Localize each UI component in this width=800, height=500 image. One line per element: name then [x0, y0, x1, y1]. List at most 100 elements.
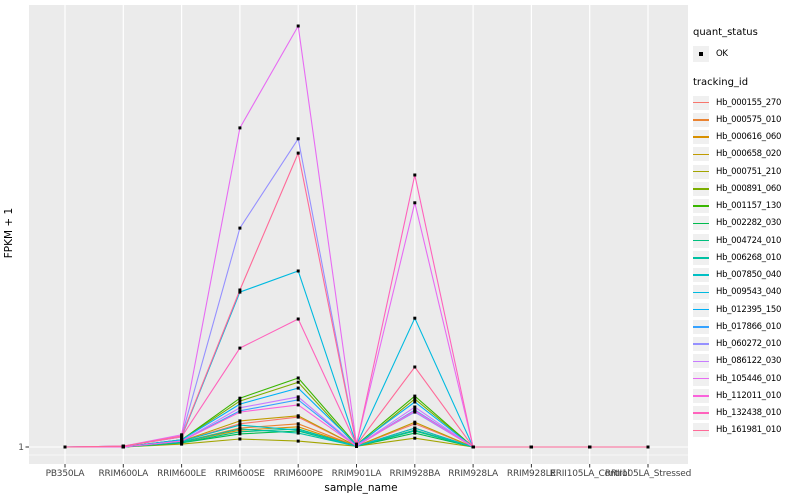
legend: quant_status OK tracking_id Hb_000155_27… [693, 27, 798, 439]
data-point [296, 269, 300, 273]
x-tick-label: RRIM600SE [215, 469, 265, 479]
x-tick-label: RRII105LA_Stressed [605, 469, 691, 479]
data-point [238, 226, 242, 230]
data-point [296, 403, 300, 407]
data-point [238, 290, 242, 294]
data-point [529, 445, 533, 449]
legend-item-Hb_012395_150: Hb_012395_150 [693, 301, 798, 318]
legend-item-label: Hb_004724_010 [716, 235, 782, 246]
legend-title-quant-status: quant_status [693, 27, 758, 38]
legend-item-Hb_161981_010: Hb_161981_010 [693, 422, 798, 439]
legend-item-label: Hb_000575_010 [716, 114, 782, 125]
data-point [413, 173, 417, 177]
x-tick-label: RRII105LA_Control [550, 469, 630, 479]
data-point [238, 430, 242, 434]
line-swatch [693, 95, 709, 110]
legend-item-label: Hb_000616_060 [716, 132, 782, 143]
y-axis-title: FPKM + 1 [3, 208, 15, 258]
legend-item-label: Hb_017866_010 [716, 321, 782, 332]
legend-item-Hb_112011_010: Hb_112011_010 [693, 387, 798, 404]
data-point [296, 380, 300, 384]
series-color-line-icon [693, 274, 709, 276]
line-swatch [693, 337, 709, 352]
data-point [296, 398, 300, 402]
legend-item-Hb_086122_030: Hb_086122_030 [693, 353, 798, 370]
legend-item-label: Hb_105446_010 [716, 373, 782, 384]
data-point [238, 419, 242, 423]
data-point [296, 425, 300, 429]
legend-item-label: Hb_000658_020 [716, 149, 782, 160]
legend-item-label: Hb_000751_210 [716, 166, 782, 177]
data-point [296, 151, 300, 155]
x-tick-label: RRIM600LA [98, 469, 149, 479]
data-point [296, 431, 300, 435]
legend-item-Hb_009543_040: Hb_009543_040 [693, 284, 798, 301]
legend-item-label: Hb_112011_010 [716, 390, 782, 401]
legend-item-Hb_000751_210: Hb_000751_210 [693, 163, 798, 180]
legend-item-label: Hb_000155_270 [716, 97, 782, 108]
data-point [238, 288, 242, 292]
legend-item-Hb_017866_010: Hb_017866_010 [693, 318, 798, 335]
series-color-line-icon [693, 136, 709, 138]
line-swatch [693, 423, 709, 438]
data-point [413, 420, 417, 424]
series-color-line-icon [693, 222, 709, 225]
data-point [413, 405, 417, 409]
data-point [413, 426, 417, 430]
data-points [63, 24, 650, 449]
legend-item-Hb_000616_060: Hb_000616_060 [693, 129, 798, 146]
legend-item-Hb_000658_020: Hb_000658_020 [693, 146, 798, 163]
line-swatch [693, 130, 709, 145]
data-point [296, 24, 300, 28]
ok-point-icon [699, 52, 703, 56]
data-point [413, 400, 417, 404]
series-color-line-icon [693, 291, 709, 294]
series-color-line-icon [693, 188, 709, 190]
legend-item-Hb_000155_270: Hb_000155_270 [693, 94, 798, 111]
data-point [296, 428, 300, 432]
legend-item-Hb_060272_010: Hb_060272_010 [693, 336, 798, 353]
data-point [413, 365, 417, 369]
data-point [413, 201, 417, 205]
line-swatch [693, 216, 709, 231]
data-point [296, 414, 300, 418]
data-point [646, 445, 650, 449]
data-point [238, 427, 242, 431]
series-color-line-icon [693, 343, 709, 345]
data-point [180, 434, 184, 438]
data-point [296, 422, 300, 426]
legend-item-label: Hb_086122_030 [716, 356, 782, 367]
data-point [588, 445, 592, 449]
data-point [238, 346, 242, 350]
line-swatch [693, 406, 709, 421]
line-swatch [693, 354, 709, 369]
series-color-line-icon [693, 153, 709, 156]
data-point [413, 394, 417, 398]
data-point [296, 386, 300, 390]
point-marker-key [693, 46, 709, 62]
x-tick-label: RRIM928LE [507, 469, 557, 479]
legend-item-Hb_004724_010: Hb_004724_010 [693, 232, 798, 249]
x-tick-label: RRIM928BA [389, 469, 441, 479]
series-color-line-icon [693, 429, 709, 432]
legend-item-Hb_002282_030: Hb_002282_030 [693, 215, 798, 232]
legend-item-label: Hb_001157_130 [716, 201, 782, 212]
data-point [63, 445, 67, 449]
data-point [296, 439, 300, 443]
legend-item-Hb_105446_010: Hb_105446_010 [693, 370, 798, 387]
series-color-line-icon [693, 395, 709, 397]
data-point [413, 397, 417, 401]
line-swatch [693, 268, 709, 283]
series-color-line-icon [693, 101, 709, 104]
line-swatch [693, 112, 709, 127]
line-swatch [693, 147, 709, 162]
legend-item-Hb_132438_010: Hb_132438_010 [693, 405, 798, 422]
legend-item-label: Hb_132438_010 [716, 408, 782, 419]
legend-item-Hb_000891_060: Hb_000891_060 [693, 180, 798, 197]
series-color-line-icon [693, 119, 709, 121]
data-point [238, 402, 242, 406]
data-point [413, 422, 417, 426]
data-point [238, 423, 242, 427]
line-swatch [693, 371, 709, 386]
